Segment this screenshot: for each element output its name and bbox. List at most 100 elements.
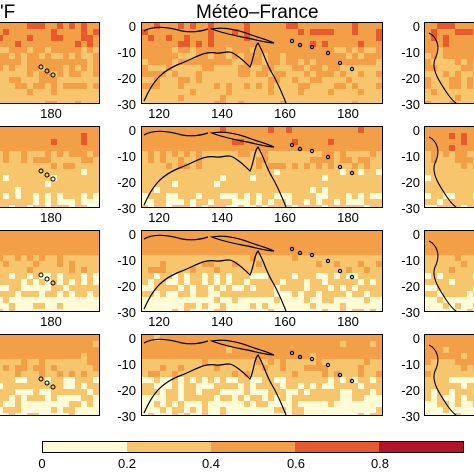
map-cell bbox=[370, 53, 376, 59]
map-cell bbox=[0, 407, 3, 413]
map-cell bbox=[39, 377, 45, 383]
map-cell bbox=[268, 389, 274, 395]
map-cell bbox=[334, 395, 340, 401]
map-cell bbox=[382, 383, 383, 389]
map-cell bbox=[268, 297, 274, 303]
map-cell bbox=[467, 47, 473, 53]
map-cell bbox=[220, 383, 226, 389]
map-cell bbox=[190, 267, 196, 273]
map-cell bbox=[15, 267, 21, 273]
map-cell bbox=[93, 145, 99, 151]
map-cell bbox=[425, 359, 431, 365]
map-cell bbox=[262, 389, 268, 395]
map-cell bbox=[142, 237, 148, 243]
map-cell bbox=[437, 383, 443, 389]
map-cell bbox=[256, 285, 262, 291]
map-cell bbox=[232, 291, 238, 297]
map-cell bbox=[69, 187, 75, 193]
map-cell bbox=[27, 65, 33, 71]
map-cell bbox=[148, 353, 154, 359]
map-cell bbox=[328, 335, 334, 341]
map-cell bbox=[45, 151, 51, 157]
map-cell bbox=[244, 297, 250, 303]
map-cell bbox=[364, 83, 370, 89]
map-cell bbox=[280, 127, 286, 133]
map-cell bbox=[437, 139, 443, 145]
map-cell bbox=[461, 353, 467, 359]
map-cell bbox=[280, 71, 286, 77]
map-cell bbox=[322, 371, 328, 377]
map-cell bbox=[274, 273, 280, 279]
map-cell bbox=[352, 193, 358, 199]
map-cell bbox=[93, 181, 99, 187]
map-cell bbox=[99, 193, 100, 199]
map-cell bbox=[455, 347, 461, 353]
map-cell bbox=[99, 353, 100, 359]
coastline bbox=[428, 344, 457, 415]
map-cell bbox=[154, 29, 160, 35]
map-cell bbox=[75, 407, 81, 413]
map-cell bbox=[184, 273, 190, 279]
map-cell bbox=[9, 341, 15, 347]
map-cell bbox=[382, 309, 383, 312]
map-cell bbox=[238, 77, 244, 83]
map-cell bbox=[467, 163, 473, 169]
map-cell bbox=[449, 77, 455, 83]
map-cell bbox=[280, 205, 286, 207]
map-cell bbox=[328, 285, 334, 291]
map-cell bbox=[244, 29, 250, 35]
map-cell bbox=[63, 231, 69, 237]
map-cell bbox=[154, 249, 160, 255]
map-cell bbox=[250, 77, 256, 83]
map-cell bbox=[244, 335, 250, 341]
map-cell bbox=[461, 199, 467, 205]
map-cell bbox=[334, 267, 340, 273]
map-cell bbox=[208, 95, 214, 101]
map-cell bbox=[443, 175, 449, 181]
map-cell bbox=[3, 133, 9, 139]
map-cell bbox=[256, 77, 262, 83]
map-cell bbox=[160, 359, 166, 365]
map-cell bbox=[346, 157, 352, 163]
map-cell bbox=[196, 83, 202, 89]
map-cell bbox=[461, 291, 467, 297]
map-cell bbox=[358, 279, 364, 285]
map-cell bbox=[178, 181, 184, 187]
map-cell bbox=[310, 175, 316, 181]
map-cell bbox=[148, 389, 154, 395]
map-cell bbox=[316, 261, 322, 267]
map-cell bbox=[310, 341, 316, 347]
map-cell bbox=[81, 395, 87, 401]
map-cell bbox=[370, 23, 376, 29]
map-cell bbox=[202, 413, 208, 415]
map-cell bbox=[286, 145, 292, 151]
map-cell bbox=[63, 23, 69, 29]
map-cell bbox=[226, 273, 232, 279]
map-cell bbox=[142, 279, 148, 285]
map-cell bbox=[358, 59, 364, 65]
map-cell bbox=[268, 273, 274, 279]
map-cell bbox=[455, 413, 461, 415]
map-cell bbox=[328, 371, 334, 377]
map-cell bbox=[280, 341, 286, 347]
map-cell bbox=[220, 285, 226, 291]
map-cell bbox=[250, 181, 256, 187]
map-cell bbox=[334, 95, 340, 101]
map-cell bbox=[280, 335, 286, 341]
map-cell bbox=[352, 291, 358, 297]
map-cell bbox=[160, 377, 166, 383]
map-cell bbox=[69, 347, 75, 353]
map-cell bbox=[334, 335, 340, 341]
map-cell bbox=[57, 249, 63, 255]
map-cell bbox=[449, 169, 455, 175]
map-cell bbox=[148, 291, 154, 297]
map-cell bbox=[87, 163, 93, 169]
map-cell bbox=[69, 95, 75, 101]
map-cell bbox=[431, 47, 437, 53]
map-cell bbox=[75, 231, 81, 237]
map-cell bbox=[274, 341, 280, 347]
map-cell bbox=[238, 285, 244, 291]
map-cell bbox=[238, 407, 244, 413]
map-cell bbox=[75, 127, 81, 133]
map-cell bbox=[0, 35, 3, 41]
